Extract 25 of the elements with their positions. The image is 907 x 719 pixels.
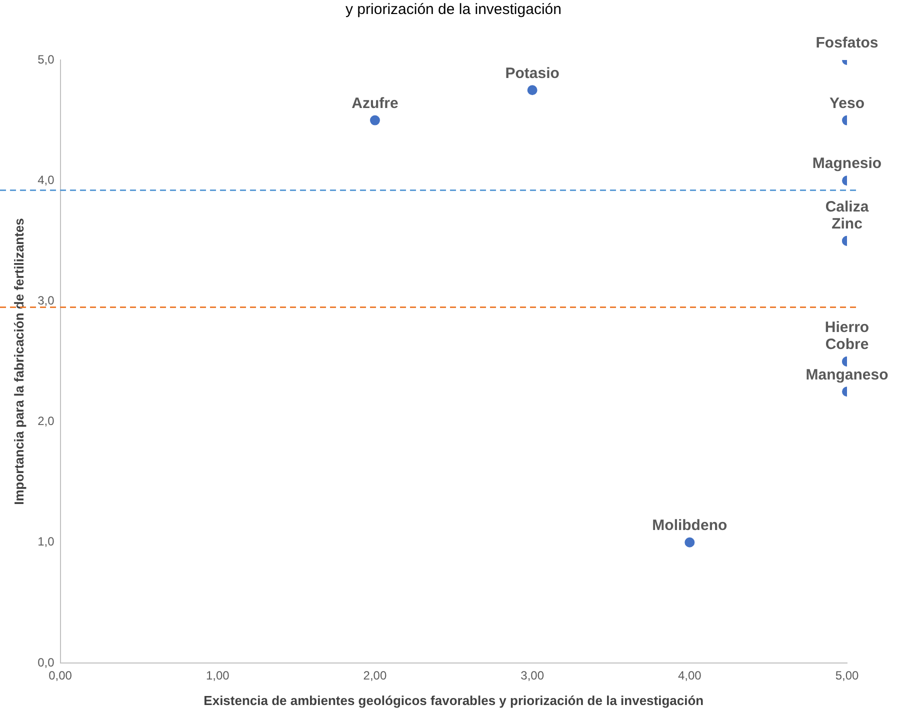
- annotation: Caliza: [825, 198, 870, 216]
- y-tick-label: 1,0: [38, 534, 55, 549]
- annotation: Zinc: [832, 216, 862, 233]
- annotation: Fosfatos: [816, 34, 878, 52]
- x-tick-label: 3,00: [520, 668, 544, 683]
- y-tick-label: 3,0: [38, 294, 55, 308]
- x-tick-label: 4,00: [678, 668, 702, 683]
- x-axis-title: Existencia de ambientes geológicos favorables y priorización de la investigación: [204, 692, 704, 708]
- y-tick-label: 5,0: [38, 52, 55, 66]
- annotation: Potasio: [505, 64, 560, 82]
- annotation: Molibdeno: [652, 517, 728, 534]
- annotation: Hierro: [824, 319, 870, 336]
- annotation: Magnesio: [812, 155, 882, 172]
- y-tick-label: 0,0: [38, 655, 55, 670]
- chart-title: y priorización de la investigación: [344, 0, 562, 20]
- x-tick-label: 0,00: [48, 668, 72, 683]
- x-tick-label: 2,00: [363, 668, 387, 683]
- annotation: Azufre: [352, 94, 398, 112]
- x-tick-label: 5,00: [835, 668, 859, 683]
- x-tick-label: 1,00: [206, 668, 230, 683]
- annotation: Manganeso: [806, 366, 888, 384]
- y-tick-label: 2,0: [38, 414, 55, 428]
- annotation: Cobre: [825, 336, 869, 354]
- y-tick-label: 4,0: [38, 172, 55, 187]
- annotation: Yeso: [829, 94, 865, 112]
